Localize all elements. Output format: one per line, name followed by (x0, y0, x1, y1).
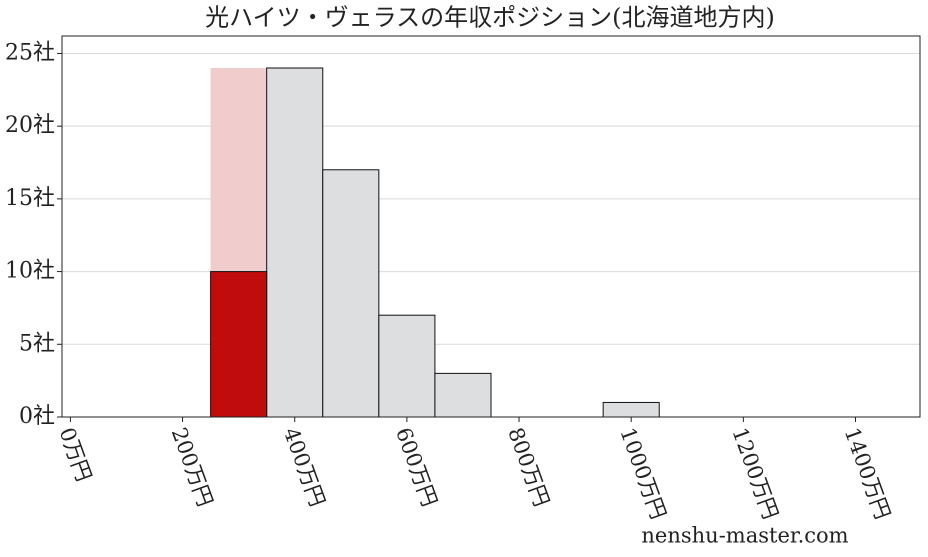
chart-title: 光ハイツ・ヴェラスの年収ポジション(北海道地方内) (205, 4, 775, 32)
y-tick-label: 10社 (5, 259, 55, 284)
x-tick-label: 1000万円 (615, 424, 670, 522)
x-tick-label: 0万円 (55, 424, 96, 484)
x-tick-label: 200万円 (167, 424, 218, 509)
bar (266, 67, 324, 418)
y-tick-label: 5社 (19, 331, 55, 356)
plot-frame (61, 35, 921, 418)
y-tick-label: 25社 (5, 40, 55, 65)
bar (434, 372, 492, 418)
x-tick-label: 400万円 (279, 424, 330, 509)
bar (322, 169, 380, 418)
y-tick-label: 15社 (5, 186, 55, 211)
bar (602, 401, 660, 418)
watermark: nenshu-master.com (641, 524, 848, 548)
y-tick-label: 20社 (5, 113, 55, 138)
y-tick-label: 0社 (19, 404, 55, 429)
highlight-bar (210, 271, 268, 418)
x-tick-label: 1400万円 (840, 424, 895, 522)
bar (378, 314, 436, 418)
x-tick-label: 800万円 (503, 424, 554, 509)
x-tick-label: 600万円 (391, 424, 442, 509)
x-tick-label: 1200万円 (727, 424, 782, 522)
